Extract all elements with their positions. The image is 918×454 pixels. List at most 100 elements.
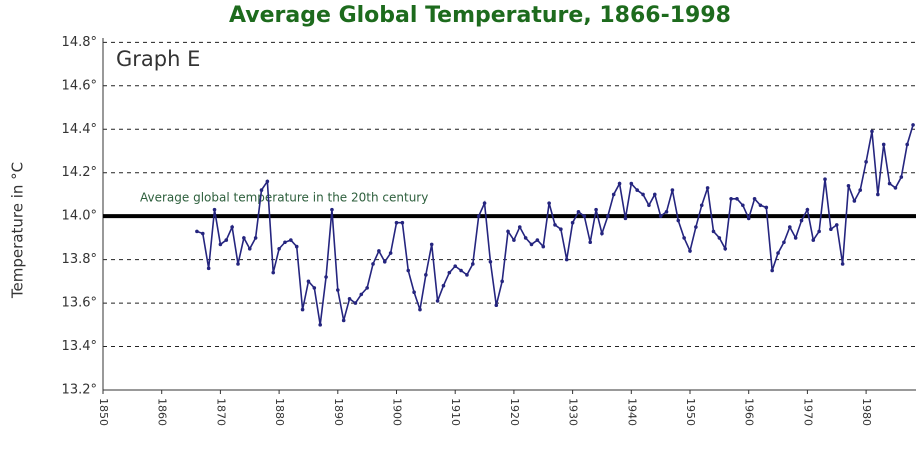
data-point xyxy=(576,210,581,214)
data-point xyxy=(799,218,804,223)
data-point xyxy=(459,268,463,273)
data-point xyxy=(330,207,334,212)
data-point xyxy=(758,203,763,208)
data-point xyxy=(394,220,399,225)
data-point xyxy=(817,229,821,234)
data-point xyxy=(347,296,352,301)
data-point xyxy=(870,129,874,134)
data-point xyxy=(465,273,469,277)
y-tick-label: 14.4° xyxy=(62,122,97,137)
data-point xyxy=(658,214,663,218)
data-point xyxy=(717,236,722,240)
data-point xyxy=(517,225,522,229)
data-point xyxy=(541,244,546,249)
data-point xyxy=(688,249,692,253)
data-point xyxy=(553,223,557,227)
data-point xyxy=(694,225,698,229)
data-point xyxy=(242,236,246,240)
y-tick-label: 13.4° xyxy=(62,339,97,354)
data-point xyxy=(324,275,328,279)
data-point xyxy=(535,238,540,242)
data-point xyxy=(564,257,569,262)
x-tick-label: 1970 xyxy=(801,398,814,426)
data-point xyxy=(388,251,393,255)
data-point xyxy=(676,218,681,223)
data-point xyxy=(776,251,780,255)
data-point xyxy=(711,229,716,234)
data-point xyxy=(881,142,886,147)
y-tick-label: 13.2° xyxy=(62,383,97,398)
data-point xyxy=(887,181,892,186)
data-point xyxy=(670,188,675,192)
data-point xyxy=(629,181,634,186)
y-tick-label: 13.8° xyxy=(62,252,97,267)
data-point xyxy=(283,240,287,245)
data-point xyxy=(652,192,657,197)
data-point xyxy=(271,270,276,275)
data-point xyxy=(600,231,604,236)
data-point xyxy=(482,201,487,205)
data-point xyxy=(811,238,816,242)
data-point xyxy=(506,229,510,234)
x-tick-label: 1850 xyxy=(97,398,110,426)
data-point xyxy=(253,236,258,240)
data-point xyxy=(312,286,317,290)
data-point xyxy=(911,123,915,127)
data-point xyxy=(453,264,458,268)
data-point xyxy=(212,207,217,212)
x-tick-label: 1870 xyxy=(214,398,227,426)
x-tick-label: 1860 xyxy=(156,398,169,426)
data-point xyxy=(582,214,587,218)
data-point xyxy=(218,242,223,247)
data-point xyxy=(265,179,270,184)
data-point xyxy=(494,303,499,308)
data-point xyxy=(200,231,205,236)
data-point xyxy=(770,268,774,273)
data-point xyxy=(606,214,610,218)
data-point xyxy=(294,244,299,249)
data-point xyxy=(852,199,857,203)
x-tick-label: 1940 xyxy=(625,398,638,426)
y-tick-label: 13.6° xyxy=(62,296,97,311)
data-point xyxy=(805,207,810,212)
data-point xyxy=(512,238,516,242)
data-point xyxy=(635,188,639,192)
data-point xyxy=(641,192,645,197)
data-point xyxy=(746,216,751,221)
data-point xyxy=(289,238,293,242)
data-point xyxy=(418,307,422,312)
data-point xyxy=(664,210,669,214)
data-point xyxy=(236,262,240,266)
data-point xyxy=(429,242,434,247)
x-tick-label: 1880 xyxy=(273,398,286,426)
data-point xyxy=(729,196,733,201)
data-point xyxy=(259,188,264,192)
data-point xyxy=(224,238,229,242)
x-tick-label: 1920 xyxy=(508,398,521,426)
data-point xyxy=(365,286,369,290)
data-point xyxy=(787,225,792,229)
data-point xyxy=(764,205,769,210)
data-point xyxy=(723,246,728,251)
data-point xyxy=(699,203,704,208)
data-point xyxy=(441,283,446,288)
data-point xyxy=(617,181,622,186)
data-point xyxy=(547,201,551,205)
data-point xyxy=(893,186,898,190)
data-point xyxy=(500,279,504,284)
data-point xyxy=(529,242,534,247)
data-point xyxy=(741,203,745,208)
data-point xyxy=(247,246,252,251)
data-point xyxy=(846,183,851,188)
data-point xyxy=(471,262,475,266)
data-point xyxy=(705,186,710,190)
data-point xyxy=(277,246,281,251)
data-point xyxy=(682,236,686,240)
data-point xyxy=(488,260,493,264)
data-point xyxy=(406,268,411,273)
y-axis-label: Temperature in °C xyxy=(9,162,27,299)
data-point xyxy=(858,188,863,192)
data-point xyxy=(382,260,387,264)
data-point xyxy=(899,175,904,179)
data-point xyxy=(588,240,593,245)
